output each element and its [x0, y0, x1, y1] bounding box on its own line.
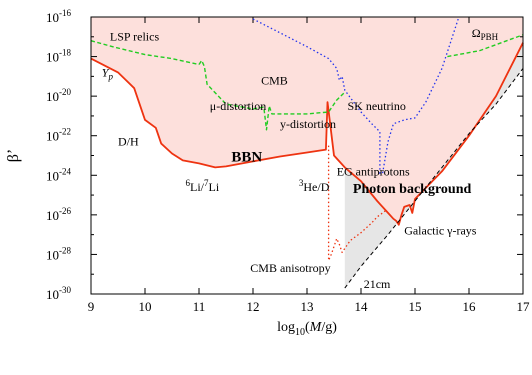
annotation-li: 6Li/7Li: [186, 178, 220, 194]
y-tick-exponent: -22: [59, 127, 71, 137]
bound-21cm-region: [344, 42, 523, 289]
li-mid: Li/: [190, 180, 205, 194]
y-tick-base: 10: [46, 247, 59, 262]
x-axis-label-mid: (: [305, 320, 310, 335]
x-tick-label-17: 17: [517, 299, 531, 314]
x-axis-label-sub: 10: [295, 327, 305, 338]
li-end: Li: [209, 180, 220, 194]
y-tick-exponent: -18: [59, 48, 71, 58]
axis-label-layer: log10(M/g)β’: [5, 149, 337, 338]
x-axis-label-var: M: [309, 320, 323, 335]
y-tick-base: 10: [46, 89, 59, 104]
label-layer: LSP relics CMB μ-distortion y-distortion SK …: [102, 26, 499, 291]
series-line-bbn-cmb-photon-constraint: [90, 42, 524, 226]
y-tick-base: 10: [46, 168, 59, 183]
y-tick-label--20: 10-20: [46, 87, 71, 104]
annotation-he: 3He/D: [299, 178, 330, 194]
annotation-d-h: D/H: [118, 135, 139, 149]
y-tick-label--18: 10-18: [46, 48, 71, 65]
y-tick-exponent: -28: [59, 245, 71, 255]
annotation-sk-neutrino: SK neutrino: [348, 99, 406, 113]
annotation-distortion: μ-distortion: [210, 99, 266, 113]
x-tick-label-11: 11: [193, 299, 206, 314]
annotation-omega-pbh: ΩPBH: [472, 26, 499, 42]
he-main: He/D: [303, 180, 329, 194]
annotation-yp: Yp: [102, 65, 114, 81]
series-line-cmb-anisotropy: [327, 145, 386, 262]
annotation-21cm: 21cm: [364, 277, 391, 291]
y-tick-label--24: 10-24: [46, 166, 71, 183]
y-tick-exponent: -16: [59, 8, 71, 18]
annotation-cmb: CMB: [261, 73, 288, 87]
y-tick-base: 10: [46, 208, 59, 223]
x-axis-label-end: /g): [321, 320, 337, 335]
y-tick-exponent: -30: [59, 285, 71, 295]
annotation-eg-antiprotons: EG antiprotons: [337, 164, 410, 178]
y-tick-base: 10: [46, 10, 59, 25]
annotation-photon-background: Photon background: [353, 182, 472, 197]
y-tick-exponent: -20: [59, 87, 71, 97]
x-tick-label-12: 12: [247, 299, 260, 314]
annotation-lsp-relics: LSP relics: [110, 30, 160, 44]
annotation-bbn: BBN: [231, 149, 262, 165]
y-tick-base: 10: [46, 129, 59, 144]
y-tick-label--22: 10-22: [46, 127, 71, 144]
y-tick-label--28: 10-28: [46, 245, 71, 262]
x-tick-label-14: 14: [355, 299, 369, 314]
he-sup: 3: [299, 178, 304, 188]
x-tick-label-15: 15: [409, 299, 422, 314]
x-axis-label-prefix: log: [277, 320, 295, 335]
y-tick-exponent: -24: [59, 166, 71, 176]
li-sup2: 7: [204, 178, 209, 188]
annotation-galactic-rays: Galactic γ-rays: [404, 224, 477, 238]
annotation-y-distortion: y-distortion: [280, 117, 336, 131]
line-layer: [90, 18, 524, 289]
x-tick-label-10: 10: [139, 299, 152, 314]
y-tick-label--30: 10-30: [46, 285, 71, 302]
series-line-pbh: [447, 34, 524, 58]
li-sup1: 6: [186, 178, 191, 188]
yp-sub: p: [107, 71, 113, 81]
y-tick-base: 10: [46, 287, 59, 302]
plot-frame: [90, 16, 524, 295]
series-line-distortion-y-distortion: [198, 59, 346, 131]
y-tick-exponent: -26: [59, 206, 71, 216]
series-line-21cm: [344, 68, 524, 289]
omega-main: Ω: [472, 26, 481, 40]
y-tick-label--16: 10-16: [46, 8, 71, 25]
y-axis-label: β’: [5, 149, 22, 162]
x-tick-label-13: 13: [301, 299, 314, 314]
excluded-region: [91, 17, 523, 225]
yp-main: Y: [102, 65, 110, 79]
fill-layer: [91, 17, 523, 289]
tick-layer: 9 10 11 12 13 14 15 16 1710-3010-2810-2610-2410-…: [46, 8, 530, 314]
omega-sub: PBH: [481, 32, 499, 42]
series-line-sk-neutrino: [252, 18, 459, 174]
series-line-lsp-relics: [90, 40, 200, 66]
x-tick-label-9: 9: [88, 299, 95, 314]
x-axis-label: log10(M/g): [277, 320, 337, 338]
x-tick-label-16: 16: [463, 299, 477, 314]
y-tick-label--26: 10-26: [46, 206, 71, 223]
y-tick-base: 10: [46, 50, 59, 65]
annotation-cmb-anisotropy: CMB anisotropy: [250, 261, 330, 275]
